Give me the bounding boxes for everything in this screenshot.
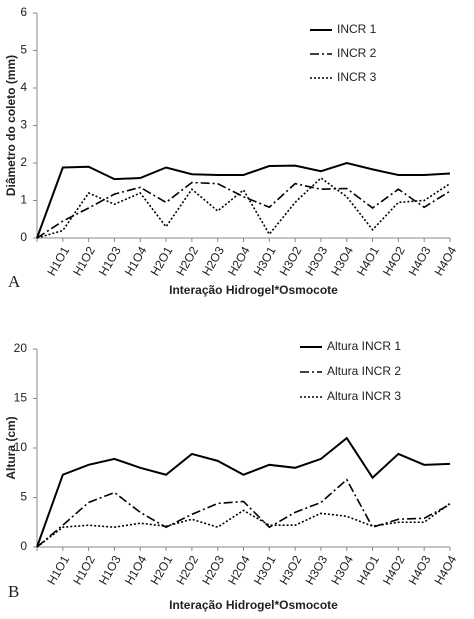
y-tick-label: 1 — [20, 193, 27, 207]
legend-label: INCR 2 — [337, 46, 377, 60]
x-tick-label: H4O2 — [380, 553, 408, 587]
x-tick-label: H4O1 — [354, 553, 382, 587]
x-tick-label: H4O4 — [432, 244, 460, 278]
x-tick-label: H1O3 — [96, 244, 124, 278]
legend-label: Altura INCR 2 — [327, 364, 401, 378]
x-tick-label: H1O4 — [122, 244, 150, 278]
x-tick-label: H3O2 — [277, 553, 305, 587]
x-tick-label: H3O1 — [251, 244, 279, 278]
y-tick-label: 6 — [20, 5, 27, 19]
x-tick-label: H2O3 — [199, 553, 227, 587]
y-tick-label: 2 — [20, 155, 27, 169]
y-tick-label: 4 — [20, 80, 27, 94]
x-tick-label: H1O3 — [96, 553, 124, 587]
series-line — [36, 478, 451, 548]
x-tick-label: H3O1 — [251, 553, 279, 587]
legend-label: Altura INCR 3 — [327, 389, 401, 403]
y-axis-title: Diâmetro do coleto (mm) — [4, 55, 18, 196]
y-tick-label: 5 — [20, 490, 27, 504]
legend-label: INCR 3 — [337, 70, 377, 84]
legend-label: Altura INCR 1 — [327, 339, 401, 353]
series-line — [36, 181, 451, 239]
y-tick-label: 15 — [14, 391, 28, 405]
x-tick-label: H4O3 — [406, 553, 434, 587]
x-axis-title: Interação Hidrogel*Osmocote — [169, 283, 338, 297]
legend-label: INCR 1 — [337, 22, 377, 36]
y-tick-label: 3 — [20, 118, 27, 132]
x-tick-label: H3O3 — [302, 553, 330, 587]
x-tick-label: H4O3 — [406, 244, 434, 278]
x-tick-label: H2O4 — [225, 553, 253, 587]
x-tick-label: H2O4 — [225, 244, 253, 278]
x-tick-label: H4O1 — [354, 244, 382, 278]
series-line — [36, 502, 451, 548]
panel-label: B — [8, 582, 19, 601]
x-tick-label: H3O2 — [277, 244, 305, 278]
y-tick-label: 10 — [14, 440, 28, 454]
y-tick-label: 0 — [20, 539, 27, 553]
y-tick-label: 0 — [20, 230, 27, 244]
chart: 0 5 10 15 20 H1O1H1O2H1O3H1O4H2O1H2O2H2O3H2O4… — [4, 339, 459, 612]
series-line — [36, 161, 451, 239]
x-tick-label: H3O4 — [328, 244, 356, 278]
x-tick-label: H1O4 — [122, 553, 150, 587]
chart: 0123456H1O1H1O2H1O3H1O4H2O1H2O2H2O3H2O4H… — [4, 5, 459, 297]
series-line — [36, 176, 451, 239]
x-tick-label: H1O2 — [70, 244, 98, 278]
x-tick-label: H2O2 — [173, 553, 201, 587]
x-tick-label: H3O3 — [302, 244, 330, 278]
x-tick-label: H1O2 — [70, 553, 98, 587]
y-tick-label: 5 — [20, 43, 27, 57]
x-tick-label: H2O1 — [148, 553, 176, 587]
x-tick-label: H2O3 — [199, 244, 227, 278]
y-tick-label: 20 — [14, 341, 28, 355]
x-tick-label: H2O1 — [148, 244, 176, 278]
x-tick-label: H3O4 — [328, 553, 356, 587]
panel-label: A — [8, 272, 21, 291]
y-axis-title: Altura (cm) — [4, 416, 18, 479]
x-tick-label: H1O1 — [44, 553, 72, 587]
x-tick-label: H4O2 — [380, 244, 408, 278]
x-tick-label: H4O4 — [432, 553, 460, 587]
series-line — [36, 436, 451, 548]
x-tick-label: H2O2 — [173, 244, 201, 278]
x-tick-label: H1O1 — [44, 244, 72, 278]
x-axis-title: Interação Hidrogel*Osmocote — [169, 598, 338, 612]
